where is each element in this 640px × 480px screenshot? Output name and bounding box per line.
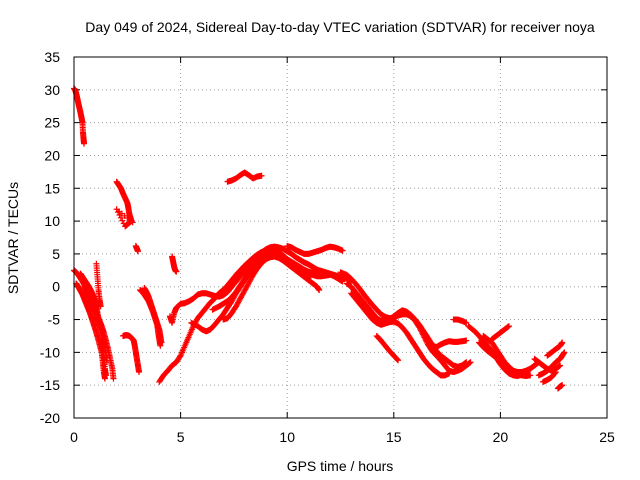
series-mid-short — [132, 243, 141, 255]
series-desc-d — [373, 332, 402, 364]
y-axis-title: SDTVAR / TECUs — [5, 182, 21, 294]
y-tick-label: 35 — [44, 49, 60, 65]
x-axis-title: GPS time / hours — [287, 458, 394, 474]
x-tick-label: 5 — [177, 429, 185, 445]
data-point — [395, 357, 402, 364]
plot-frame — [73, 56, 608, 419]
data-point — [110, 375, 117, 382]
y-tick-label: 30 — [44, 82, 60, 98]
series-mid-high — [113, 178, 136, 230]
series-desc-c — [348, 290, 453, 379]
data-point — [129, 219, 136, 226]
data-point — [527, 372, 534, 379]
axis-ticks: 0 5 10 15 20 25 -20 -15 -10 -5 0 5 10 15 20 25 30 35 — [40, 49, 615, 445]
series-desc-f — [450, 316, 470, 326]
series-mid-low — [120, 332, 143, 376]
x-tick-label: 10 — [279, 429, 295, 445]
data-point — [102, 372, 109, 379]
data-point — [158, 339, 165, 346]
data-point — [552, 369, 559, 376]
chart-title: Day 049 of 2024, Sidereal Day-to-day VTE… — [85, 19, 595, 35]
data-point — [561, 349, 568, 356]
data-point — [463, 337, 470, 344]
series-mid-spike — [169, 253, 180, 275]
data-point — [157, 342, 164, 349]
y-tick-label: 20 — [44, 147, 60, 163]
data-point — [81, 140, 88, 147]
series-early-d — [81, 283, 109, 379]
data-point — [316, 287, 323, 294]
y-tick-label: -15 — [40, 377, 60, 393]
y-tick-label: 25 — [44, 115, 60, 131]
data-point — [505, 323, 512, 330]
y-tick-label: -20 — [40, 410, 60, 426]
data-point — [97, 303, 104, 310]
series-desc-e — [429, 337, 470, 351]
series-hump — [224, 169, 265, 185]
data-point — [258, 172, 265, 179]
data-point — [557, 362, 564, 369]
data-point — [552, 369, 559, 376]
y-tick-label: 5 — [52, 246, 60, 262]
series-tail-g — [540, 369, 559, 385]
x-tick-label: 0 — [70, 429, 78, 445]
data-point — [101, 375, 108, 382]
data-points — [71, 85, 568, 392]
data-point — [527, 365, 534, 372]
data-point — [446, 370, 453, 377]
y-tick-label: 15 — [44, 180, 60, 196]
y-tick-label: 0 — [52, 279, 60, 295]
data-point — [559, 382, 566, 389]
data-point — [339, 247, 346, 254]
series-desc-a — [337, 269, 474, 376]
series-tail-f — [535, 349, 568, 379]
series-early-high — [71, 85, 88, 147]
series-tail-h — [544, 339, 566, 359]
y-tick-label: -5 — [48, 312, 61, 328]
x-tick-label: 20 — [493, 429, 509, 445]
data-point — [134, 248, 141, 255]
series-tail-c — [488, 323, 512, 343]
data-point — [463, 359, 470, 366]
data-point — [339, 278, 346, 285]
data-point — [173, 268, 180, 275]
y-tick-label: -10 — [40, 344, 60, 360]
data-point — [394, 356, 401, 363]
grid — [74, 57, 607, 418]
y-tick-label: 10 — [44, 213, 60, 229]
series-early-e — [93, 260, 104, 310]
x-tick-label: 15 — [386, 429, 402, 445]
series-cluster-4b — [141, 285, 165, 346]
series-rise-e — [220, 252, 346, 323]
data-point — [463, 319, 470, 326]
series-tail-i — [554, 382, 566, 392]
x-tick-label: 25 — [599, 429, 615, 445]
data-point — [136, 369, 143, 376]
data-point — [559, 339, 566, 346]
series-tail-d — [480, 332, 534, 379]
series-plateau — [284, 243, 346, 257]
